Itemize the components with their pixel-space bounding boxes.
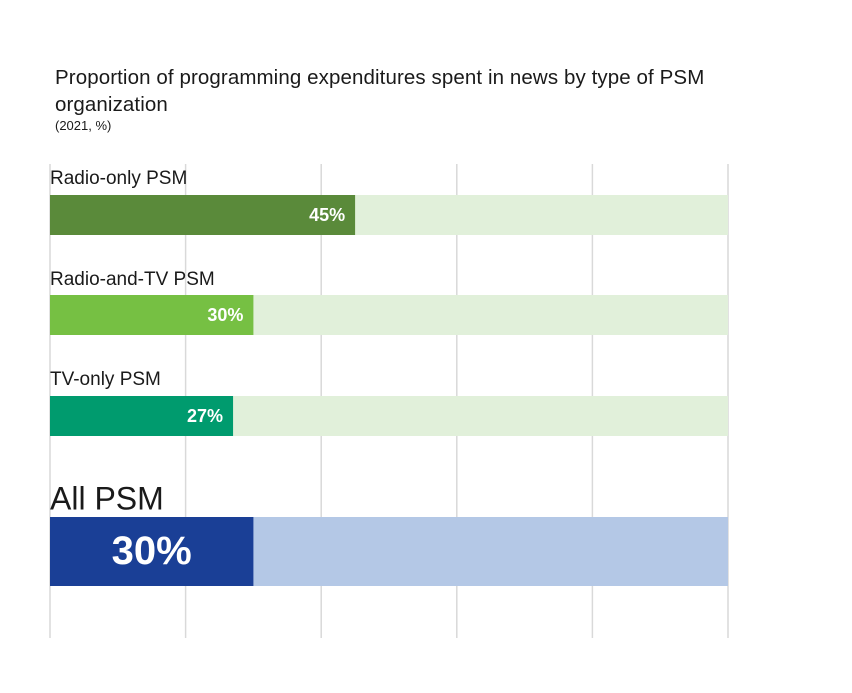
- bar: [50, 396, 234, 436]
- chart-title: Proportion of programming expenditures s…: [55, 66, 705, 116]
- data-label: 30%: [112, 529, 192, 573]
- data-label: 27%: [187, 406, 223, 426]
- bar-group: TV-only PSM 27%: [50, 369, 728, 436]
- bar: [50, 295, 254, 335]
- data-label: 45%: [309, 205, 345, 225]
- data-label: 30%: [207, 305, 243, 325]
- category-label: Radio-only PSM: [50, 168, 187, 189]
- bar-group: All PSM 30%: [50, 480, 728, 586]
- bar: [50, 517, 254, 586]
- bar-group: Radio-and-TV PSM 30%: [50, 269, 728, 335]
- chart-header: Proportion of programming expenditures s…: [55, 64, 775, 134]
- category-label: All PSM: [50, 480, 164, 516]
- category-label: Radio-and-TV PSM: [50, 269, 215, 290]
- category-label: TV-only PSM: [50, 369, 161, 390]
- bar: [50, 195, 356, 235]
- bar-group: Radio-only PSM 45%: [50, 168, 728, 235]
- chart-subtitle: (2021, %): [55, 118, 112, 133]
